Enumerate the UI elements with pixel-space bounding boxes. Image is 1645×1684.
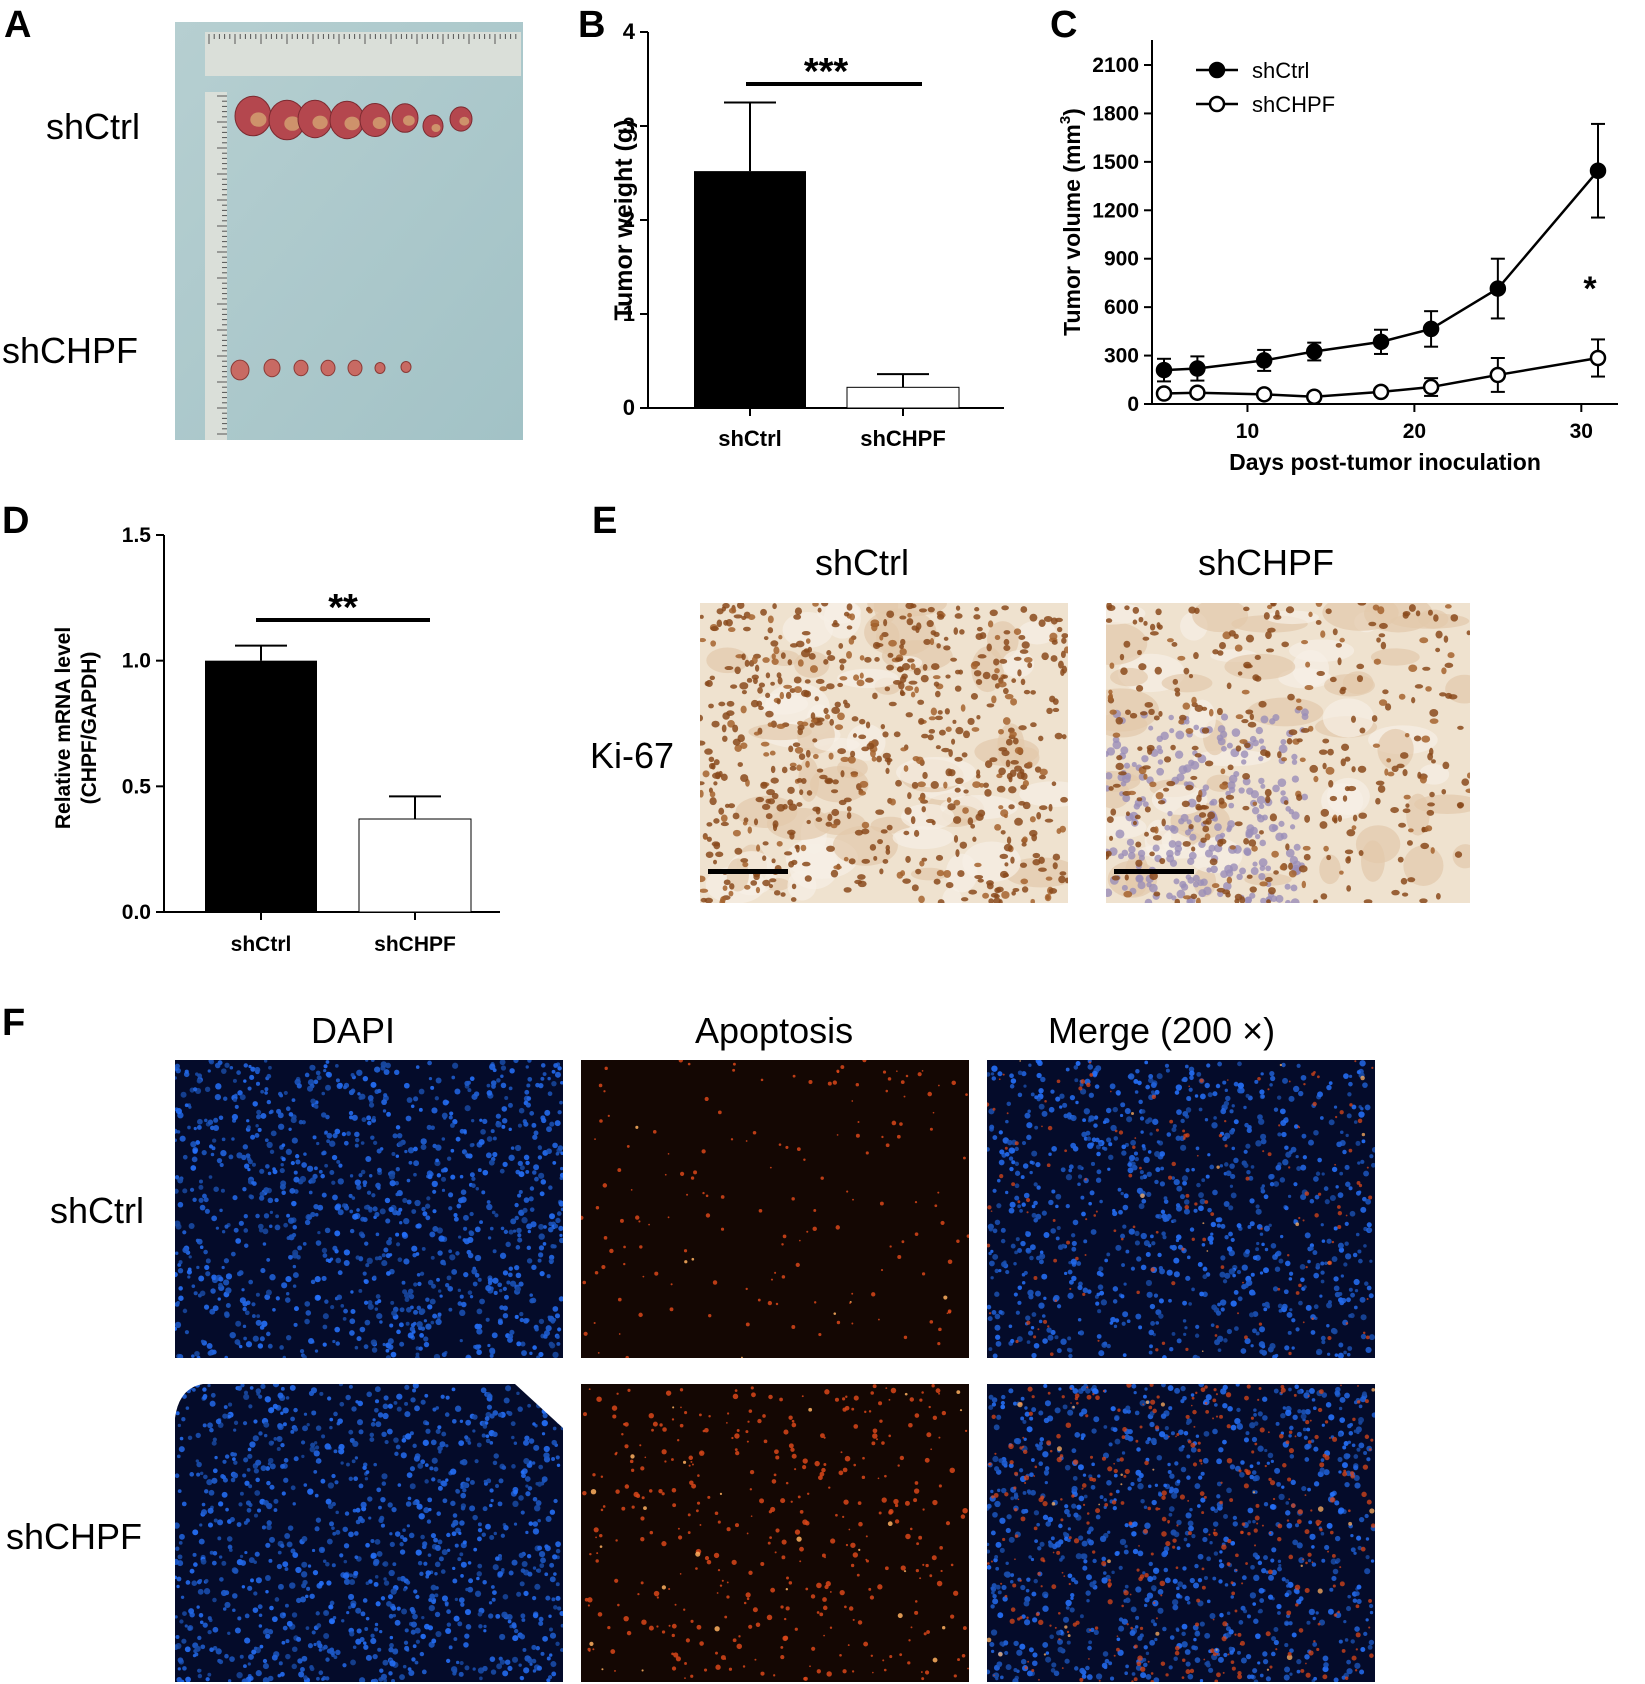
significance-marker: ** bbox=[328, 587, 358, 629]
y-tick-label: 1800 bbox=[1092, 102, 1139, 125]
data-point-shctrl bbox=[1305, 343, 1323, 360]
y-tick-label: 0 bbox=[623, 395, 635, 420]
legend-marker bbox=[1208, 95, 1226, 113]
x-tick-label: shCHPF bbox=[374, 933, 456, 956]
fluor-col-label-dapi: DAPI bbox=[311, 1010, 396, 1051]
y-tick-label: 0.0 bbox=[122, 901, 151, 924]
x-axis-title: Days post-tumor inoculation bbox=[1229, 449, 1541, 475]
x-tick-label: shCtrl bbox=[718, 426, 782, 451]
fluor-image-dapi-shchpf bbox=[175, 1384, 563, 1682]
ihc-col-label-shctrl: shCtrl bbox=[815, 542, 910, 583]
series-line-shchpf bbox=[1163, 356, 1599, 398]
bar-shctrl bbox=[205, 660, 317, 912]
tumor-photo-art bbox=[175, 22, 523, 440]
y-tick-label: 4 bbox=[623, 19, 636, 44]
legend-marker bbox=[1208, 61, 1226, 79]
y-tick-label: 600 bbox=[1104, 296, 1139, 319]
ihc-image-shchpf bbox=[1106, 603, 1470, 903]
y-axis-title: Tumor volume (mm3) bbox=[1057, 108, 1085, 336]
chart-mrna-level: 0.0 0.5 1.0 1.5 shCtrl shCHPF Relative mRNA le… bbox=[52, 524, 500, 956]
y-tick-label: 0.5 bbox=[122, 775, 152, 798]
y-tick-label: 1.5 bbox=[122, 524, 152, 547]
bar-shctrl bbox=[694, 171, 806, 408]
data-point-shchpf bbox=[1589, 349, 1607, 367]
bar-shchpf bbox=[846, 386, 960, 409]
panel-label-c: C bbox=[1050, 4, 1078, 46]
y-tick-label: 1200 bbox=[1092, 199, 1139, 222]
fluor-row-label-shchpf: shCHPF bbox=[6, 1516, 143, 1557]
y-tick-label: 3 bbox=[623, 113, 635, 138]
data-point-shctrl bbox=[1489, 280, 1507, 297]
significance-marker: *** bbox=[804, 51, 849, 93]
data-point-shctrl bbox=[1422, 320, 1440, 338]
data-point-shchpf bbox=[1489, 366, 1507, 384]
scale-bar bbox=[708, 869, 788, 874]
data-point-shchpf bbox=[1189, 384, 1206, 401]
x-tick-label: 20 bbox=[1403, 420, 1426, 443]
data-point-shchpf bbox=[1155, 385, 1173, 402]
fluor-col-label-apoptosis: Apoptosis bbox=[695, 1010, 854, 1051]
bar-shchpf bbox=[358, 818, 472, 913]
y-axis-title: Relative mRNA level bbox=[52, 627, 75, 829]
y-tick-label: 1 bbox=[623, 301, 635, 326]
data-point-shctrl bbox=[1372, 333, 1390, 351]
panel-label-f: F bbox=[2, 1002, 26, 1044]
tumor-photo bbox=[175, 22, 523, 440]
data-point-shchpf bbox=[1255, 386, 1273, 403]
fluor-image-dapi-shctrl bbox=[175, 1060, 563, 1358]
data-point-shchpf bbox=[1422, 378, 1440, 396]
fluor-image-apoptosis-shchpf bbox=[581, 1384, 969, 1682]
x-tick-label: 10 bbox=[1236, 420, 1259, 443]
chart-tumor-weight: 0 1 2 3 4 shCtrl shCHPF Tumor weight (g) *** bbox=[610, 19, 1004, 451]
ruler-top bbox=[205, 32, 521, 76]
x-tick-label: 30 bbox=[1570, 420, 1593, 443]
panel-label-e: E bbox=[592, 500, 618, 542]
fluor-image-merge-shctrl bbox=[987, 1060, 1375, 1358]
y-tick-label: 1.0 bbox=[122, 650, 151, 673]
ihc-image-shctrl bbox=[700, 603, 1068, 903]
x-tick-label: shCHPF bbox=[860, 426, 946, 451]
chart-tumor-volume: 0 300 600 900 1200 1500 1800 2100 10 20 30 Days pos… bbox=[1057, 40, 1618, 475]
y-axis-title: Tumor weight (g) bbox=[610, 120, 638, 321]
tumor-shchpf bbox=[293, 359, 309, 377]
data-point-shchpf bbox=[1372, 383, 1390, 401]
y-tick-label: 1500 bbox=[1092, 151, 1139, 174]
fluor-image-merge-shchpf bbox=[987, 1384, 1375, 1682]
ihc-row-label-ki67: Ki-67 bbox=[590, 735, 675, 776]
photo-row-label-shchpf: shCHPF bbox=[2, 330, 139, 371]
fluor-image-apoptosis-shctrl bbox=[581, 1060, 969, 1358]
tumor-shchpf bbox=[230, 359, 250, 381]
tumor-shchpf bbox=[347, 359, 363, 377]
ruler-left bbox=[205, 92, 227, 440]
panel-label-a: A bbox=[4, 4, 32, 46]
panel-label-b: B bbox=[578, 4, 606, 46]
fluor-col-label-merge: Merge (200 ×) bbox=[1048, 1010, 1276, 1051]
data-point-shctrl bbox=[1589, 162, 1607, 179]
legend-label: shCHPF bbox=[1252, 92, 1335, 117]
tumor-shchpf bbox=[374, 362, 386, 374]
data-point-shctrl bbox=[1155, 361, 1173, 379]
x-tick-label: shCtrl bbox=[231, 933, 292, 956]
y-tick-label: 300 bbox=[1104, 345, 1139, 368]
scale-bar bbox=[1114, 869, 1194, 874]
tumor-shchpf bbox=[320, 359, 336, 377]
y-axis-title-line2: (CHPF/GAPDH) bbox=[78, 652, 101, 805]
panel-label-d: D bbox=[2, 500, 30, 542]
tumor-shchpf bbox=[263, 358, 281, 378]
series-line-shctrl bbox=[1163, 169, 1599, 372]
photo-row-label-shctrl: shCtrl bbox=[46, 106, 141, 147]
y-tick-label: 0 bbox=[1127, 393, 1139, 416]
ihc-col-label-shchpf: shCHPF bbox=[1198, 542, 1335, 583]
legend-label: shCtrl bbox=[1252, 58, 1309, 83]
fluor-row-label-shctrl: shCtrl bbox=[50, 1190, 145, 1231]
data-point-shctrl bbox=[1255, 352, 1273, 369]
significance-marker: * bbox=[1583, 270, 1597, 308]
y-tick-label: 2100 bbox=[1092, 54, 1139, 77]
y-tick-label: 900 bbox=[1104, 248, 1139, 271]
y-tick-label: 2 bbox=[623, 207, 635, 232]
data-point-shctrl bbox=[1189, 360, 1206, 377]
tumor-shchpf bbox=[400, 361, 412, 373]
data-point-shchpf bbox=[1305, 388, 1323, 405]
